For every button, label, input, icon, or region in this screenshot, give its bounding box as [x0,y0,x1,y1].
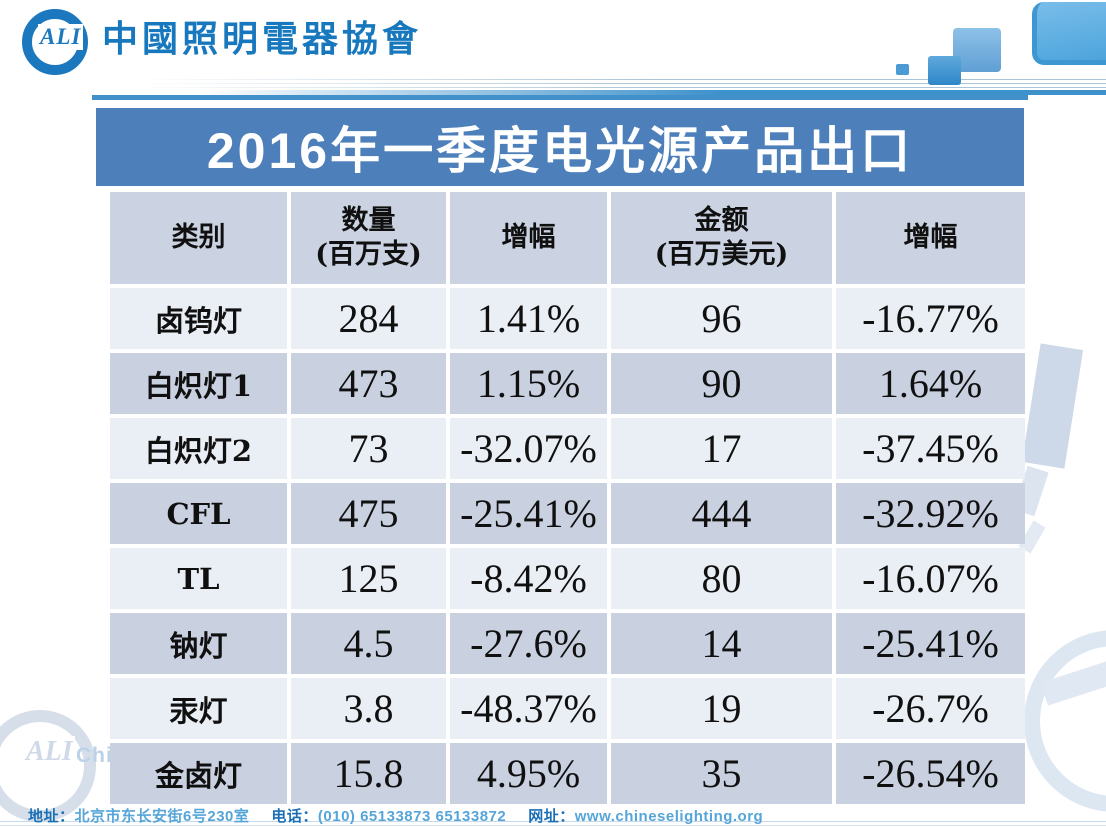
value-cell: 1.41% [450,288,607,349]
value-cell: 473 [291,353,446,414]
value-cell: -16.07% [836,548,1025,609]
value-cell: 35 [611,743,832,804]
export-data-table: 类别 数量 (百万支) 增幅 金额 (百万美元) 增幅 卤钨灯 284 1.41… [110,192,1025,804]
decor-square-large-icon [953,28,1001,72]
value-cell: 73 [291,418,446,479]
watermark-swoosh-ring [1024,630,1106,812]
decor-rounded-corner-icon [1032,2,1106,65]
watermark-partial-text: Chi [76,744,113,767]
value-cell: -27.6% [450,613,607,674]
value-cell: 475 [291,483,446,544]
category-cell: 金卤灯 [110,743,287,804]
value-cell: 1.15% [450,353,607,414]
watermark-tilted-rect [1021,343,1084,469]
category-cell: 卤钨灯 [110,288,287,349]
category-cell: 白炽灯1 [110,353,287,414]
value-cell: 19 [611,678,832,739]
value-cell: 1.64% [836,353,1025,414]
slide-title: 2016年一季度电光源产品出口 [206,123,914,179]
value-cell: 3.8 [291,678,446,739]
value-cell: 14 [611,613,832,674]
footer-phone: (010) 65133873 65133872 [317,808,507,825]
value-cell: 96 [611,288,832,349]
column-header-category: 类别 [110,192,287,284]
column-header-growth2: 增幅 [836,192,1025,284]
divider-line-thick [0,90,1106,95]
value-cell: -37.45% [836,418,1025,479]
category-cell: TL [110,548,287,609]
value-cell: 15.8 [291,743,446,804]
divider-line-blue [92,95,1028,100]
value-cell: 4.95% [450,743,607,804]
divider-line [0,83,1106,84]
category-cell: 汞灯 [110,678,287,739]
value-cell: 125 [291,548,446,609]
footer-website: www.chineselighting.org [574,808,764,825]
value-cell: -26.7% [836,678,1025,739]
footer-phone-label: 电话： [271,808,318,825]
value-cell: -48.37% [450,678,607,739]
value-cell: -25.41% [836,613,1025,674]
decor-square-medium-icon [928,56,961,85]
decor-square-small-icon [896,64,909,75]
divider-line [0,87,1106,88]
value-cell: 444 [611,483,832,544]
slide-title-bar: 2016年一季度电光源产品出口 [96,108,1024,186]
footer-address: 北京市东长安街6号230室 [74,808,250,825]
footer-web-label: 网址： [528,808,575,825]
divider-line [0,79,1106,80]
value-cell: -8.42% [450,548,607,609]
column-header-growth1: 增幅 [450,192,607,284]
watermark-cali-ali-text: ALI [24,736,75,768]
value-cell: -32.07% [450,418,607,479]
category-cell: 白炽灯2 [110,418,287,479]
footer-address-label: 地址： [28,808,75,825]
category-cell: 钠灯 [110,613,287,674]
column-header-amount: 金额 (百万美元) [611,192,832,284]
value-cell: 90 [611,353,832,414]
column-header-quantity: 数量 (百万支) [291,192,446,284]
value-cell: 4.5 [291,613,446,674]
value-cell: -26.54% [836,743,1025,804]
value-cell: 284 [291,288,446,349]
footer-contact-bar: 地址：北京市东长安街6号230室 电话：(010) 65133873 651338… [28,805,785,826]
value-cell: -32.92% [836,483,1025,544]
value-cell: 80 [611,548,832,609]
footer-divider-line [0,821,1106,822]
value-cell: -25.41% [450,483,607,544]
category-cell: CFL [110,483,287,544]
value-cell: -16.77% [836,288,1025,349]
value-cell: 17 [611,418,832,479]
cali-logo: ALI 中國照明電器協會 [20,6,423,75]
footer-divider-line [0,825,1106,826]
cali-logo-letters: ALI [38,24,84,50]
org-name: 中國照明電器協會 [102,18,423,60]
cali-logo-icon: ALI [20,6,88,75]
